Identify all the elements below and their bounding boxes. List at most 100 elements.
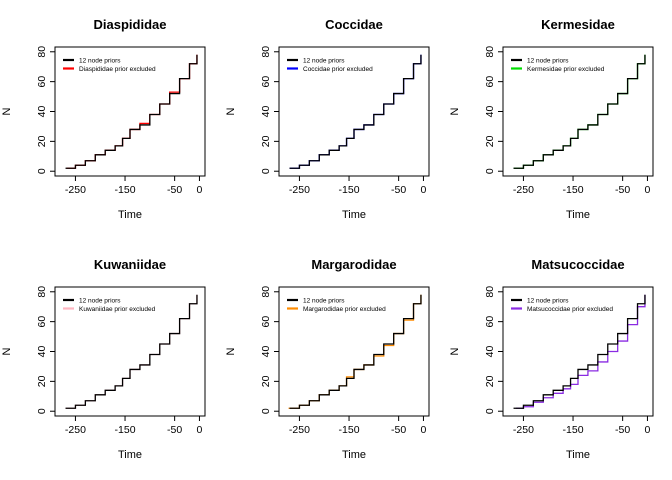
x-tick-label: -250 <box>65 424 86 436</box>
panel-1: Coccidae -250 -150 -50 0 0 20 40 60 80 Time N 12 nod… <box>225 17 430 221</box>
x-tick-label: 0 <box>421 184 427 196</box>
x-tick-label: -250 <box>513 424 534 436</box>
legend-entry-0: 12 node priors <box>527 297 569 304</box>
y-tick-label: 0 <box>484 168 496 174</box>
y-tick-label: 60 <box>484 76 496 88</box>
y-tick-label: 80 <box>260 286 272 298</box>
y-axis-label: N <box>225 347 237 355</box>
y-tick-label: 40 <box>484 106 496 118</box>
series-line-0 <box>289 294 422 409</box>
y-tick-label: 40 <box>36 106 48 118</box>
y-tick-label: 60 <box>36 76 48 88</box>
legend-entry-1: Matsucoccidae prior excluded <box>527 306 613 313</box>
x-tick-label: -50 <box>615 184 630 196</box>
y-tick-label: 40 <box>260 346 272 358</box>
x-axis-label: Time <box>118 449 142 461</box>
legend-entry-0: 12 node priors <box>303 57 345 64</box>
y-axis-label: N <box>1 107 13 115</box>
legend-box <box>284 293 389 315</box>
chart-title: Margarodidae <box>311 257 396 272</box>
panel-0: Diaspididae -250 -150 -50 0 0 20 40 60 80 Time N 12 … <box>1 17 206 221</box>
y-tick-label: 20 <box>36 375 48 387</box>
legend-box <box>60 293 165 315</box>
y-tick-label: 0 <box>36 168 48 174</box>
x-tick-label: 0 <box>197 424 203 436</box>
x-tick-label: 0 <box>421 424 427 436</box>
panel-5: Matsucoccidae -250 -150 -50 0 0 20 40 60 80 Time N 1… <box>449 257 654 461</box>
x-tick-label: -150 <box>563 184 584 196</box>
legend-entry-1: Kuwaniidae prior excluded <box>79 306 156 313</box>
x-tick-label: -250 <box>65 184 86 196</box>
x-axis-label: Time <box>342 449 366 461</box>
legend-entry-1: Margarodidae prior excluded <box>303 306 386 313</box>
x-tick-label: -50 <box>615 424 630 436</box>
x-tick-label: -50 <box>391 424 406 436</box>
panel-3: Kuwaniidae -250 -150 -50 0 0 20 40 60 80 Time N 12 n… <box>1 257 206 461</box>
y-tick-label: 20 <box>484 135 496 147</box>
series-line-0 <box>289 54 422 169</box>
x-tick-label: -250 <box>513 184 534 196</box>
x-axis-label: Time <box>566 209 590 221</box>
chart-title: Diaspididae <box>94 17 167 32</box>
legend-box <box>284 53 389 75</box>
legend-entry-1: Coccidae prior excluded <box>303 66 373 73</box>
y-tick-label: 40 <box>484 346 496 358</box>
legend-entry-0: 12 node priors <box>79 57 121 64</box>
legend-entry-1: Diaspididae prior excluded <box>79 66 156 73</box>
panel-4: Margarodidae -250 -150 -50 0 0 20 40 60 80 Time N 12… <box>225 257 430 461</box>
y-tick-label: 0 <box>260 168 272 174</box>
y-tick-label: 80 <box>36 286 48 298</box>
series-line-0 <box>513 294 646 409</box>
legend-entry-0: 12 node priors <box>79 297 121 304</box>
legend-box <box>508 53 613 75</box>
legend-box <box>508 293 613 315</box>
x-axis-label: Time <box>566 449 590 461</box>
y-axis-label: N <box>1 347 13 355</box>
y-tick-label: 80 <box>484 46 496 58</box>
y-tick-label: 0 <box>484 408 496 414</box>
x-tick-label: -150 <box>563 424 584 436</box>
panel-2: Kermesidae -250 -150 -50 0 0 20 40 60 80 Time N 12 n… <box>449 17 654 221</box>
x-tick-label: -150 <box>115 424 136 436</box>
x-tick-label: 0 <box>197 184 203 196</box>
x-tick-label: -150 <box>115 184 136 196</box>
y-tick-label: 0 <box>36 408 48 414</box>
legend-box <box>60 53 165 75</box>
y-tick-label: 60 <box>36 316 48 328</box>
x-tick-label: -150 <box>339 424 360 436</box>
y-tick-label: 80 <box>484 286 496 298</box>
legend-entry-0: 12 node priors <box>303 297 345 304</box>
y-axis-label: N <box>449 347 461 355</box>
y-tick-label: 40 <box>36 346 48 358</box>
y-axis-label: N <box>449 107 461 115</box>
x-tick-label: -50 <box>391 184 406 196</box>
series-line-0 <box>65 294 198 409</box>
y-tick-label: 20 <box>36 135 48 147</box>
x-axis-label: Time <box>342 209 366 221</box>
y-tick-label: 20 <box>260 375 272 387</box>
y-tick-label: 40 <box>260 106 272 118</box>
x-tick-label: -250 <box>289 184 310 196</box>
y-tick-label: 0 <box>260 408 272 414</box>
y-tick-label: 80 <box>260 46 272 58</box>
x-tick-label: 0 <box>645 184 651 196</box>
series-line-0 <box>513 54 646 169</box>
x-tick-label: -50 <box>167 424 182 436</box>
y-tick-label: 80 <box>36 46 48 58</box>
y-axis-label: N <box>225 107 237 115</box>
y-tick-label: 20 <box>484 375 496 387</box>
y-tick-label: 60 <box>260 316 272 328</box>
chart-title: Coccidae <box>325 17 383 32</box>
legend-entry-1: Kermesidae prior excluded <box>527 66 605 73</box>
y-tick-label: 60 <box>260 76 272 88</box>
y-tick-label: 20 <box>260 135 272 147</box>
x-tick-label: -150 <box>339 184 360 196</box>
x-tick-label: -50 <box>167 184 182 196</box>
x-tick-label: -250 <box>289 424 310 436</box>
chart-title: Matsucoccidae <box>531 257 624 272</box>
y-tick-label: 60 <box>484 316 496 328</box>
chart-title: Kuwaniidae <box>94 257 166 272</box>
chart-title: Kermesidae <box>541 17 615 32</box>
series-line-0 <box>65 54 198 169</box>
